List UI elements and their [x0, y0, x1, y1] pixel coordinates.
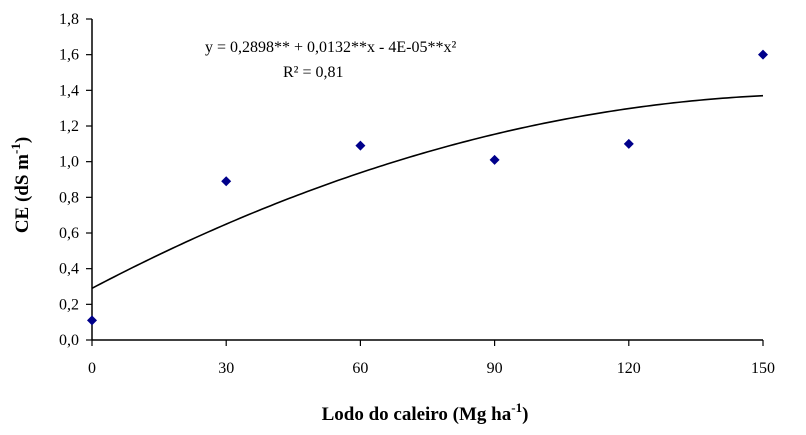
- y-tick-label: 0,4: [59, 261, 79, 278]
- x-tick-label: 90: [487, 360, 503, 377]
- x-axis-title: Lodo do caleiro (Mg ha-1): [322, 400, 529, 425]
- y-axis-title-close: ): [12, 137, 33, 143]
- axes: [91, 19, 763, 341]
- y-tick-label: 0,2: [59, 296, 79, 313]
- data-point: [355, 140, 366, 151]
- data-point: [758, 49, 768, 60]
- x-axis-title-close: ): [522, 404, 528, 425]
- data-point: [221, 176, 232, 187]
- data-points: [87, 49, 768, 326]
- y-axis-title-sup: -1: [8, 143, 23, 154]
- x-axis-title-sup: -1: [511, 400, 522, 415]
- ticks: 0,0 0,2 0,4 0,6 0,8 1,0 1,2 1,4 1,6 1,8 0 30 60 90 120…: [59, 11, 775, 377]
- y-tick-label: 1,2: [59, 118, 79, 135]
- data-point: [623, 138, 634, 149]
- data-point: [87, 315, 97, 326]
- r-squared-label: R² = 0,81: [283, 64, 344, 81]
- trendline: [91, 94, 764, 290]
- y-tick-label: 0,8: [59, 189, 79, 206]
- y-tick-label: 1,8: [59, 11, 79, 28]
- equation-label: y = 0,2898** + 0,0132**x - 4E-05**x²: [205, 39, 456, 56]
- x-tick-label: 30: [218, 360, 234, 377]
- x-tick-label: 0: [88, 360, 96, 377]
- y-tick-label: 1,4: [59, 82, 79, 99]
- data-point: [489, 154, 500, 165]
- x-tick-label: 120: [617, 360, 641, 377]
- y-axis-title-main: CE (dS m: [12, 154, 33, 233]
- x-axis-title-main: Lodo do caleiro (Mg ha: [322, 404, 512, 425]
- y-tick-label: 1,0: [59, 154, 79, 171]
- x-tick-label: 150: [751, 360, 775, 377]
- y-tick-label: 1,6: [59, 47, 79, 64]
- y-tick-label: 0,0: [59, 332, 79, 349]
- y-tick-label: 0,6: [59, 225, 79, 242]
- trendline-group: [91, 94, 764, 290]
- y-axis-title: CE (dS m-1): [8, 137, 33, 233]
- x-tick-label: 60: [352, 360, 368, 377]
